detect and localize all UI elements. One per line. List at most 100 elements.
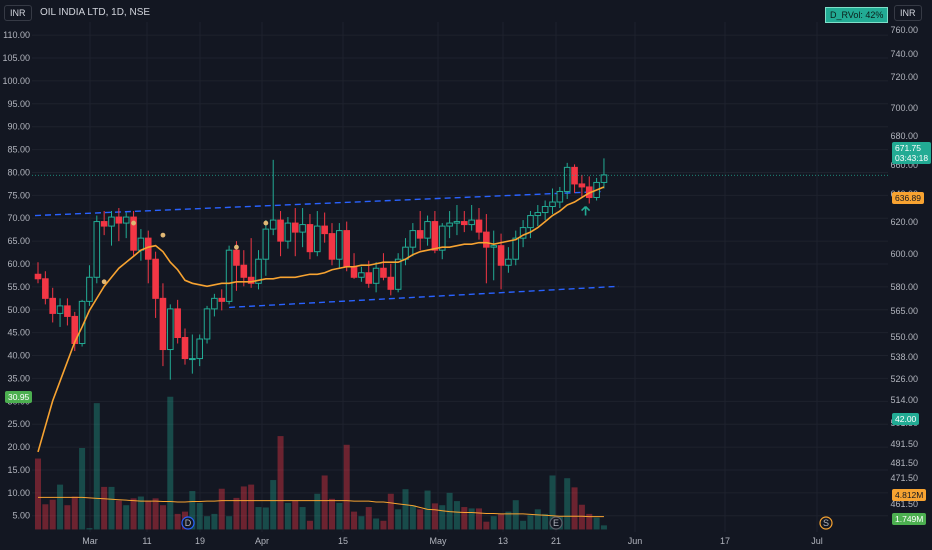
volume-bar <box>174 513 181 530</box>
candle-body <box>100 221 108 227</box>
right-tick-label: 491.50 <box>890 439 918 449</box>
candle-body <box>137 237 145 251</box>
candle-body <box>152 258 159 299</box>
volume-bar <box>439 505 446 530</box>
right-tick-label: 471.50 <box>890 473 918 483</box>
volume-bar <box>93 403 100 530</box>
volume-bar <box>226 516 233 530</box>
volume-bar <box>578 504 585 530</box>
left-tick-label: 35.00 <box>7 373 30 383</box>
right-tick-label: 461.50 <box>890 499 918 509</box>
event-marker-label: D <box>185 518 192 528</box>
right-tick-label: 720.00 <box>890 72 918 82</box>
candle-body <box>240 264 248 278</box>
volume-bar <box>549 475 556 530</box>
left-tick-label: 65.00 <box>7 236 30 246</box>
time-tick-label: Jun <box>628 536 643 546</box>
chart-title: OIL INDIA LTD, 1D, NSE <box>40 7 151 18</box>
volume-bar <box>211 513 218 530</box>
candle-body <box>519 227 527 239</box>
rvol-right-tag: 42.00 <box>892 413 920 425</box>
volume-bar <box>152 498 159 530</box>
rvol-indicator-tag[interactable]: D_RVol: 42% <box>825 7 889 23</box>
event-marker-circle <box>549 516 563 530</box>
volume-bar <box>306 520 313 530</box>
left-tick-label: 80.00 <box>7 167 30 177</box>
candle-body <box>269 219 277 230</box>
candle-body <box>56 305 64 314</box>
volume-bar <box>218 488 225 530</box>
currency-left-button[interactable]: INR <box>4 5 32 21</box>
candle-body <box>394 258 402 290</box>
volume-bar <box>402 489 409 530</box>
left-tick-label: 45.00 <box>7 328 30 338</box>
volume-ma-line <box>38 496 604 518</box>
volume-bar <box>35 458 41 530</box>
volume-bar <box>108 486 115 530</box>
candle-body <box>556 190 564 203</box>
rvol-left-tag: 30.95 <box>5 391 33 403</box>
volume-bar <box>86 528 93 530</box>
volume-bar <box>373 518 380 530</box>
right-tick-label: 600.00 <box>890 249 918 259</box>
candle-body <box>34 273 42 280</box>
left-tick-label: 100.00 <box>2 76 30 86</box>
candle-body <box>299 224 306 233</box>
volume-bar <box>299 507 306 530</box>
candles <box>34 158 608 380</box>
volume-bar <box>57 484 64 530</box>
price-countdown: 03:43:18 <box>895 153 929 163</box>
volume-bar <box>476 508 482 530</box>
volume-bar <box>189 491 196 530</box>
left-tick-label: 20.00 <box>7 442 30 452</box>
candle-body <box>277 219 284 242</box>
volume-bars <box>35 396 607 530</box>
volume-bar <box>483 521 490 530</box>
event-marker-label: S <box>823 518 829 528</box>
volume-bar <box>542 513 549 530</box>
left-tick-label: 60.00 <box>7 259 30 269</box>
volume-bar <box>498 513 505 530</box>
volume-bar <box>49 499 56 530</box>
left-tick-label: 55.00 <box>7 282 30 292</box>
candle-body <box>438 225 446 251</box>
left-tick-label: 95.00 <box>7 99 30 109</box>
right-tick-label: 514.00 <box>890 395 918 405</box>
candle-body <box>365 272 373 284</box>
currency-right-button[interactable]: INR <box>894 5 922 21</box>
right-tick-label: 620.00 <box>890 217 918 227</box>
volume-bar <box>71 496 78 530</box>
right-tick-label: 680.00 <box>890 131 918 141</box>
left-tick-label: 110.00 <box>3 30 30 40</box>
ma-tag: 636.89 <box>892 192 924 204</box>
time-tick-label: 17 <box>720 536 730 546</box>
time-tick-label: 13 <box>498 536 508 546</box>
candle-body <box>563 166 571 192</box>
volume-bar <box>130 498 137 530</box>
time-tick-label: 15 <box>338 536 348 546</box>
candle-body <box>328 233 336 260</box>
event-marker-circle <box>819 516 833 530</box>
candle-body <box>380 267 387 278</box>
left-tick-label: 70.00 <box>7 213 30 223</box>
price-tag: 671.75 03:43:18 <box>892 142 932 164</box>
candle-body <box>453 221 461 224</box>
left-tick-label: 15.00 <box>7 465 30 475</box>
candle-body <box>321 225 328 235</box>
trend-channel[interactable] <box>34 190 619 309</box>
volume-bar <box>329 498 335 530</box>
volume-tag: 1.749M <box>892 513 927 525</box>
candle-body <box>372 267 380 284</box>
candle-body <box>468 219 475 226</box>
candle-body <box>130 216 137 251</box>
volume-bar <box>586 513 593 530</box>
candle-body <box>314 225 321 253</box>
candle-body <box>218 297 226 302</box>
candle-body <box>350 266 358 278</box>
candle-body <box>108 216 115 227</box>
volume-bar <box>321 475 328 530</box>
candle-body <box>483 231 490 248</box>
candle-body <box>600 174 608 183</box>
volume-bar <box>380 520 387 530</box>
